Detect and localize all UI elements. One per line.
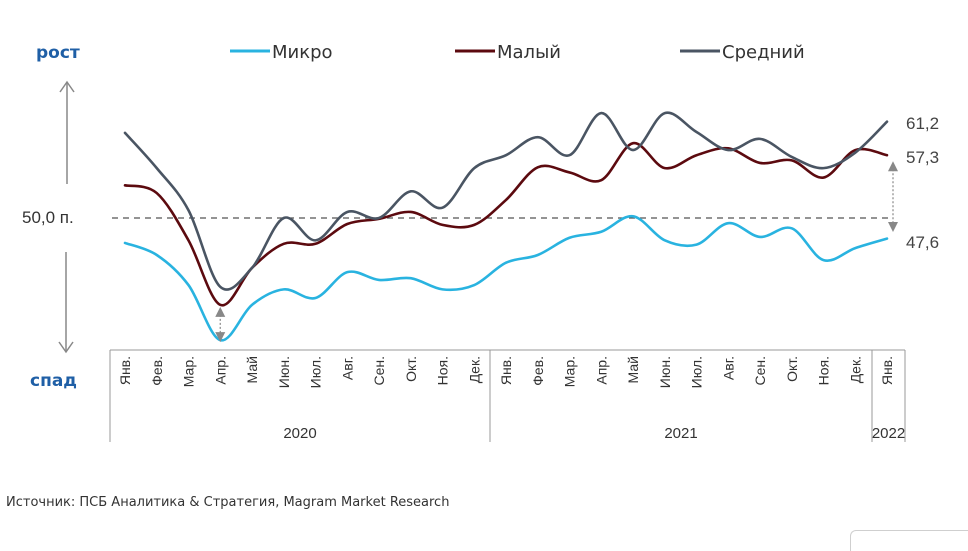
year-label-2021: 2021 [664,425,697,442]
down-arrow-icon [58,252,74,354]
x-tick-label: Июн. [276,356,292,388]
legend-label-medium: Средний [722,42,805,63]
source-note: Источник: ПСБ Аналитика & Стратегия, Mag… [6,495,450,510]
x-tick-label: Мар. [181,356,197,387]
x-tick-label: Мар. [562,356,578,387]
x-tick-label: Янв. [498,356,514,385]
series-line-micro [123,214,889,342]
reference-label: 50,0 п. [22,208,74,227]
x-tick-label: Окт. [784,356,800,382]
corner-decoration [850,530,968,551]
x-tick-label: Янв. [879,356,895,385]
up-arrow-icon [59,80,75,184]
end-value-medium: 61,2 [906,114,939,133]
x-tick-label: Авг. [720,356,736,380]
end-value-small: 57,3 [906,148,939,167]
x-tick-label: Окт. [403,356,419,382]
x-tick-label: Ноя. [435,356,451,385]
series-line-medium [123,111,889,291]
x-tick-label: Фев. [149,356,165,386]
x-tick-label: Авг. [339,356,355,380]
x-tick-label: Май [244,356,260,383]
growth-label: рост [36,43,80,63]
x-tick-label: Апр. [593,356,609,385]
decline-label: спад [30,371,77,391]
x-tick-label: Июн. [657,356,673,388]
x-tick-label: Фев. [530,356,546,386]
end-value-micro: 47,6 [906,233,939,252]
x-tick-label: Апр. [212,356,228,385]
x-tick-label: Дек. [466,356,482,383]
gap-arrow-apr-2020 [215,306,226,343]
legend-label-small: Малый [497,42,561,63]
x-tick-label: Май [625,356,641,383]
x-tick-label: Июл. [308,356,324,388]
x-tick-label: Дек. [847,356,863,383]
x-tick-label: Янв. [117,356,133,385]
x-tick-label: Сен. [371,356,387,386]
legend-label-micro: Микро [272,42,333,63]
legend: Микро Малый Средний [230,42,805,63]
year-label-2022: 2022 [872,425,905,442]
x-axis-frame [109,349,906,442]
x-tick-label: Июл. [689,356,705,388]
year-label-2020: 2020 [283,425,316,442]
x-tick-label: Ноя. [816,356,832,385]
gap-arrow-jan-2022 [888,161,898,232]
x-tick-label: Сен. [752,356,768,386]
